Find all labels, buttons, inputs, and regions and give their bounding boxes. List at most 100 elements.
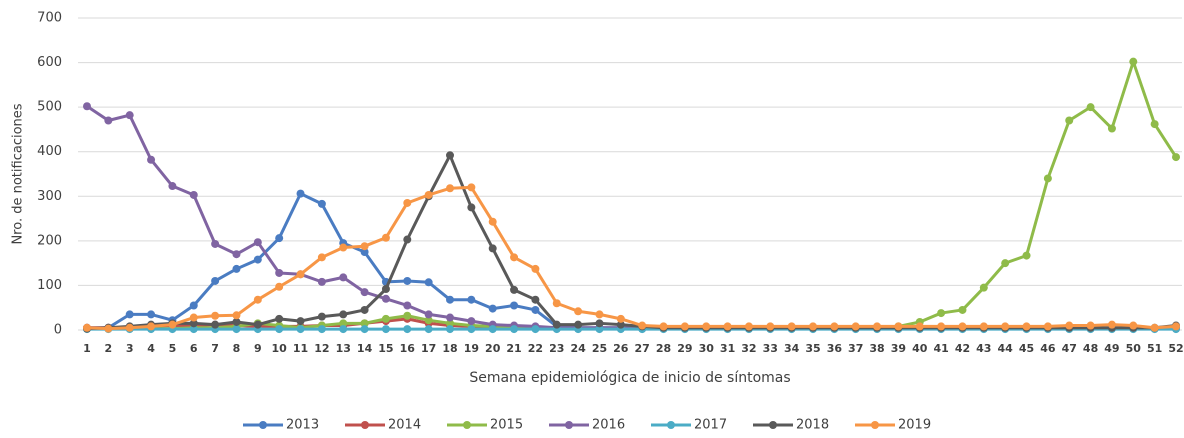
data-point — [1172, 153, 1180, 162]
x-tick-label: 27 — [635, 342, 650, 355]
y-tick-label: 200 — [37, 233, 62, 248]
data-point — [424, 278, 433, 287]
x-tick-label: 17 — [421, 342, 436, 355]
data-point — [446, 319, 454, 328]
legend-marker — [769, 421, 777, 429]
data-point — [232, 325, 241, 334]
data-point — [616, 320, 625, 329]
data-point — [552, 299, 561, 308]
data-point — [574, 307, 583, 316]
legend-marker — [463, 421, 471, 429]
data-point — [317, 253, 326, 262]
x-tick-label: 10 — [272, 342, 288, 355]
data-point — [232, 250, 241, 259]
y-tick-label: 100 — [37, 278, 62, 293]
x-tick-label: 23 — [549, 342, 564, 355]
x-tick-label: 3 — [126, 342, 134, 355]
x-tick-label: 19 — [464, 342, 479, 355]
data-point — [531, 295, 540, 304]
data-point — [275, 314, 284, 323]
x-tick-label: 7 — [211, 342, 219, 355]
x-tick-label: 30 — [699, 342, 715, 355]
legend-label: 2017 — [694, 418, 727, 433]
x-tick-label: 51 — [1147, 342, 1162, 355]
data-point — [339, 319, 348, 328]
data-point — [744, 322, 753, 331]
data-point — [467, 317, 476, 326]
data-point — [1043, 174, 1052, 183]
x-tick-label: 37 — [848, 342, 863, 355]
data-point — [510, 325, 519, 334]
x-tick-label: 9 — [254, 342, 262, 355]
x-tick-label: 21 — [506, 342, 521, 355]
data-point — [232, 311, 241, 320]
data-point — [275, 268, 284, 277]
data-point — [211, 276, 220, 285]
data-point — [424, 190, 433, 199]
x-tick-label: 49 — [1104, 342, 1119, 355]
data-point — [1172, 322, 1180, 331]
x-tick-label: 50 — [1126, 342, 1142, 355]
x-tick-label: 38 — [869, 342, 884, 355]
data-point — [381, 325, 390, 334]
data-point — [467, 203, 476, 212]
data-point — [253, 255, 262, 264]
data-point — [424, 310, 433, 319]
x-tick-label: 13 — [336, 342, 351, 355]
data-point — [446, 313, 454, 322]
data-point — [958, 305, 967, 314]
legend-label: 2014 — [388, 418, 421, 433]
data-point — [1086, 103, 1095, 112]
x-tick-label: 32 — [741, 342, 756, 355]
data-point — [638, 321, 647, 330]
series-line — [86, 185, 1177, 331]
data-point — [723, 322, 732, 331]
x-tick-label: 41 — [933, 342, 948, 355]
y-tick-label: 500 — [37, 100, 62, 115]
data-point — [211, 239, 220, 248]
data-point — [232, 317, 241, 326]
data-point — [381, 314, 390, 323]
data-point — [488, 304, 497, 313]
data-point — [787, 322, 796, 331]
data-point — [360, 288, 369, 297]
x-tick-label: 44 — [998, 342, 1014, 355]
legend-label: 2015 — [490, 418, 523, 433]
x-tick-label: 39 — [891, 342, 906, 355]
data-point — [446, 325, 454, 334]
data-point — [446, 295, 454, 304]
legend-marker — [361, 421, 369, 429]
data-point — [958, 322, 967, 331]
data-point — [296, 270, 305, 279]
data-point — [403, 311, 412, 320]
data-point — [339, 310, 348, 319]
data-point — [595, 310, 604, 319]
data-point — [360, 242, 369, 251]
data-point — [275, 325, 284, 334]
data-point — [211, 320, 220, 329]
data-point — [467, 325, 476, 334]
data-point — [253, 295, 262, 304]
data-point — [317, 325, 326, 334]
data-point — [979, 322, 988, 331]
x-tick-label: 6 — [190, 342, 198, 355]
data-point — [147, 322, 156, 331]
data-point — [403, 325, 412, 334]
data-point — [275, 282, 284, 291]
y-tick-label: 600 — [37, 55, 62, 70]
data-point — [1086, 321, 1095, 330]
data-point — [253, 238, 262, 247]
data-point — [168, 182, 177, 191]
data-point — [1022, 251, 1031, 260]
data-point — [937, 309, 946, 318]
data-point — [488, 325, 497, 334]
x-tick-label: 12 — [314, 342, 329, 355]
data-point — [616, 314, 625, 323]
data-point — [275, 234, 284, 243]
data-point — [339, 325, 348, 334]
data-point — [403, 235, 412, 244]
x-tick-label: 11 — [293, 342, 308, 355]
x-tick-label: 46 — [1040, 342, 1056, 355]
x-tick-label: 22 — [528, 342, 543, 355]
